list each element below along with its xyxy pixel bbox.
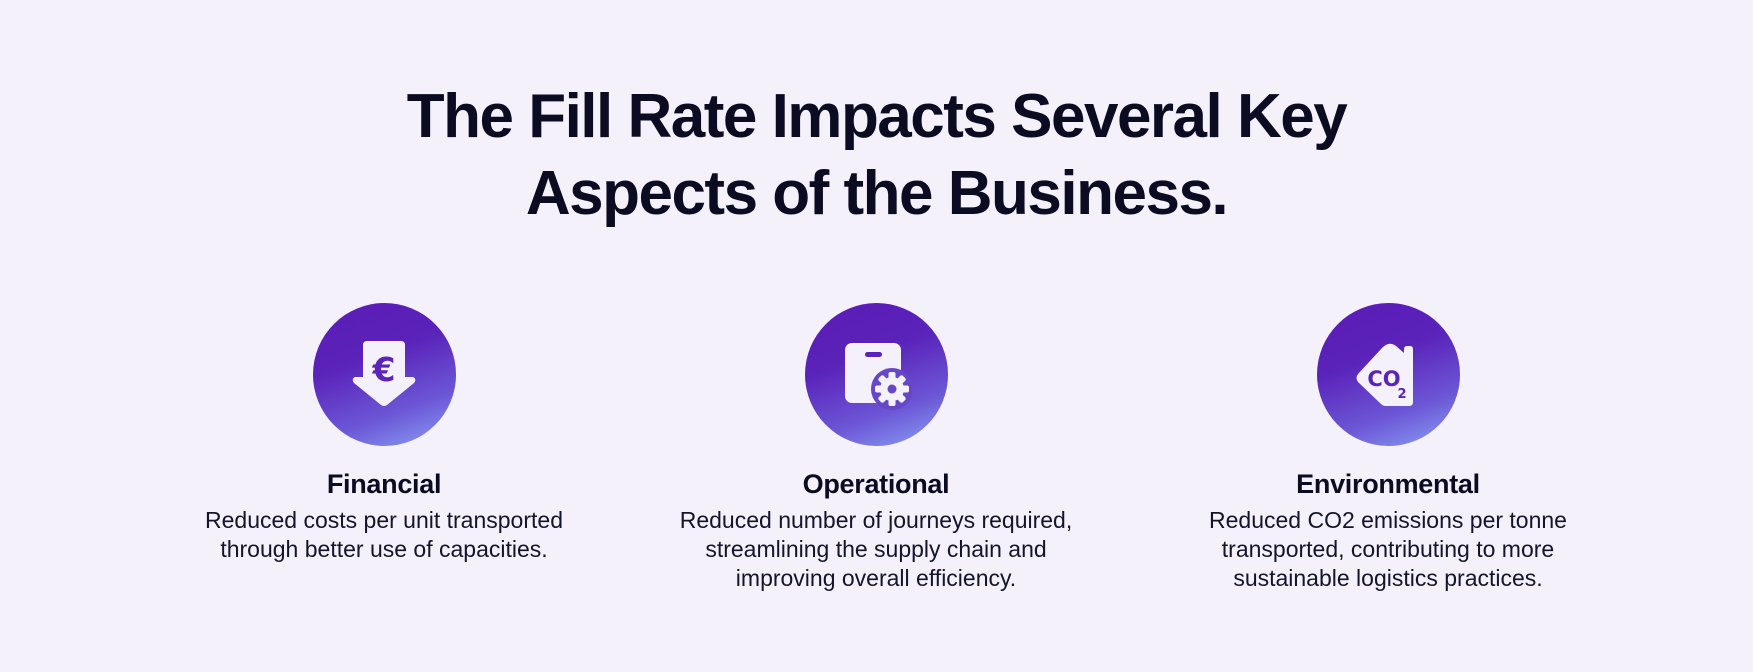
headline-line-1: The Fill Rate Impacts Several Key — [406, 82, 1348, 151]
feature-title: Environmental — [1296, 469, 1480, 499]
co2-house-icon: CO 2 — [1356, 343, 1413, 406]
euro-glyph: € — [372, 350, 396, 389]
feature-title: Operational — [802, 469, 950, 499]
feature-title: Financial — [326, 469, 442, 499]
box-gear-icon — [845, 342, 912, 410]
co2-glyph: CO — [1367, 367, 1400, 391]
environmental-badge: CO 2 — [1316, 303, 1460, 446]
co2-subscript: 2 — [1397, 387, 1406, 402]
feature-description: Reduced costs per unit transported throu… — [205, 507, 563, 562]
operational-badge — [804, 303, 948, 446]
feature-description: Reduced number of journeys required, str… — [679, 507, 1073, 591]
feature-financial: € Financial Reduced costs per unit trans… — [174, 303, 594, 564]
headline-line-2: Aspects of the Business. — [525, 159, 1229, 228]
page-headline: The Fill Rate Impacts Several Key Aspect… — [0, 78, 1753, 232]
euro-tag-icon: € — [352, 340, 416, 406]
feature-description: Reduced CO2 emissions per tonne transpor… — [1209, 507, 1567, 591]
feature-operational: Operational Reduced number of journeys r… — [666, 303, 1086, 593]
financial-badge: € — [312, 303, 456, 446]
feature-environmental: CO 2 Environmental Reduced CO2 emissions… — [1178, 303, 1598, 593]
